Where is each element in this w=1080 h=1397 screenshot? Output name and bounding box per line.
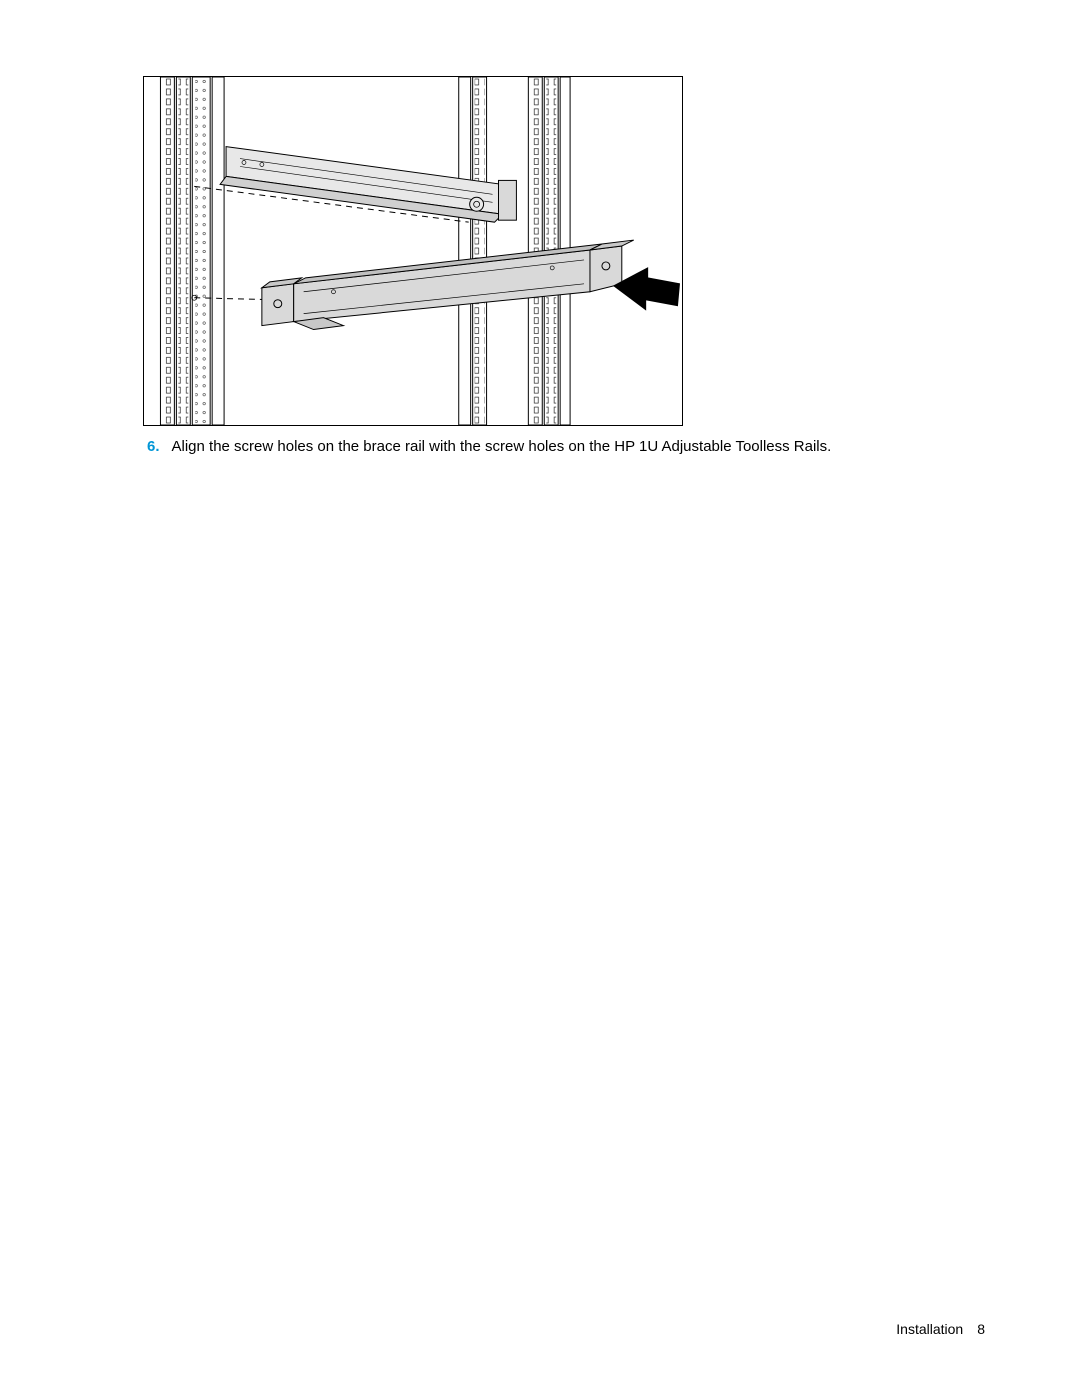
upper-rail — [220, 147, 516, 223]
step-text: Align the screw holes on the brace rail … — [172, 438, 832, 455]
page-footer: Installation 8 — [896, 1321, 985, 1337]
rack-diagram-svg — [144, 77, 682, 425]
rack-post-1 — [160, 77, 224, 425]
rack-post-2 — [459, 77, 487, 425]
installation-figure — [143, 76, 683, 426]
footer-page-number: 8 — [977, 1321, 985, 1337]
footer-section: Installation — [896, 1321, 963, 1337]
brace-rail — [262, 240, 634, 329]
insert-arrow-icon — [614, 268, 680, 310]
page: 6. Align the screw holes on the brace rai… — [0, 0, 1080, 1397]
step-number: 6. — [147, 438, 160, 455]
step-instruction: 6. Align the screw holes on the brace rai… — [147, 438, 977, 455]
